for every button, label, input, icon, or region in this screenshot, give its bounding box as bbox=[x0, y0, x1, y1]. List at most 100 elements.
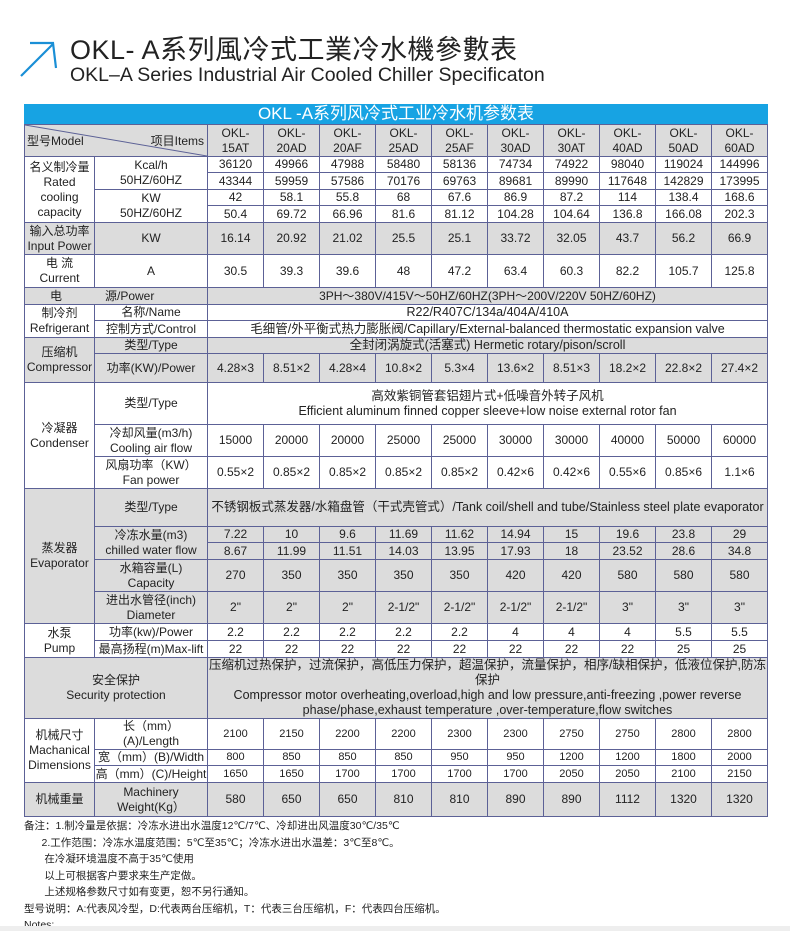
kcal-60hz-cell: 69763 bbox=[431, 172, 488, 190]
tank-capacity-cell: 580 bbox=[599, 559, 656, 592]
table-banner: OKL -A系列风冷式工业冷水机参数表 bbox=[24, 104, 768, 124]
current-cell: 30.5 bbox=[207, 254, 264, 288]
pipe-diameter-cell: 3" bbox=[599, 591, 656, 624]
model-header-cell: OKL- 25AF bbox=[431, 124, 488, 157]
table-row: 8.67 11.99 11.51 14.03 13.95 17.93 18 23.52 28.6… bbox=[25, 542, 768, 560]
pipe-diameter-cell: 2-1/2" bbox=[431, 591, 488, 624]
input-power-cell: 66.9 bbox=[711, 222, 768, 255]
input-power-cell: 56.2 bbox=[655, 222, 712, 255]
pump-power-label: 功率(kw)/Power bbox=[94, 623, 208, 641]
input-power-cell: 16.14 bbox=[207, 222, 264, 255]
length-cell: 2150 bbox=[263, 718, 320, 750]
length-cell: 2200 bbox=[375, 718, 432, 750]
note-line: 备注：1.制冷量是依据：冷冻水进出水温度12℃/7℃、冷却进出风温度30℃/35… bbox=[24, 820, 400, 832]
weight-cell: 1112 bbox=[599, 782, 656, 817]
input-power-cell: 25.1 bbox=[431, 222, 488, 255]
compressor-power-cell: 13.6×2 bbox=[487, 353, 544, 383]
max-lift-cell: 22 bbox=[263, 640, 320, 658]
fan-power-cell: 0.85×2 bbox=[319, 456, 376, 489]
fan-label: 风扇功率（KW） Fan power bbox=[94, 456, 208, 489]
chilled-water-60hz-cell: 13.95 bbox=[431, 542, 488, 560]
refrigerant-name-label: 名称/Name bbox=[94, 304, 208, 321]
height-cell: 2100 bbox=[655, 765, 712, 783]
power-supply-label-cn: 电 bbox=[49, 288, 62, 303]
pump-power-cell: 2.2 bbox=[263, 623, 320, 641]
table-row: 最高扬程(m)Max-lift 22 22 22 22 22 22 22 22 25 25 bbox=[25, 640, 768, 658]
fan-power-cell: 0.42×6 bbox=[543, 456, 600, 489]
max-lift-cell: 22 bbox=[599, 640, 656, 658]
kcal-50hz-cell: 58136 bbox=[431, 156, 488, 173]
max-lift-cell: 25 bbox=[655, 640, 712, 658]
table-row: 名义制冷量 Rated cooling capacity Kcal/h 50HZ/… bbox=[24, 156, 768, 223]
airflow-label: 冷却风量(m3/h) Cooling air flow bbox=[94, 424, 208, 457]
height-cell: 2050 bbox=[543, 765, 600, 783]
table-row: 控制方式/Control 毛细管/外平衡式热力膨胀阀/Capillary/Exte… bbox=[25, 320, 768, 338]
width-cell: 950 bbox=[431, 749, 488, 766]
table-row: 冷冻水量(m3) chilled water flow 7.22 10 9.6 11.6… bbox=[25, 526, 768, 560]
power-supply-label: 电 源/Power bbox=[24, 287, 208, 305]
airflow-cell: 60000 bbox=[711, 424, 768, 457]
security-label: 安全保护 Security protection bbox=[24, 657, 208, 719]
refrigerant-name-value: R22/R407C/134a/404A/410A bbox=[207, 304, 768, 321]
table-row: 43344 59959 57586 70176 69763 89681 89990 11764… bbox=[25, 172, 768, 190]
fan-power-cell: 0.85×2 bbox=[263, 456, 320, 489]
height-cell: 1650 bbox=[263, 765, 320, 783]
model-header-cell: OKL- 25AD bbox=[375, 124, 432, 157]
weight-cell: 890 bbox=[543, 782, 600, 817]
kw-60hz-cell: 81.6 bbox=[375, 205, 432, 223]
length-cell: 2100 bbox=[207, 718, 264, 750]
width-cell: 1200 bbox=[599, 749, 656, 766]
refrigerant-label: 制冷剂 Refrigerant bbox=[24, 304, 95, 338]
weight-cell: 1320 bbox=[711, 782, 768, 817]
table-row: 机械尺寸 Machanical Dimensions 长（mm）(A)/Lengt… bbox=[24, 718, 768, 783]
control-value: 毛细管/外平衡式热力膨胀阀/Capillary/External-balance… bbox=[207, 320, 768, 338]
table-row: 机械重量 Machinery Weight(Kg） 580 650 650 810 810 8… bbox=[24, 782, 768, 817]
table-row: 风扇功率（KW） Fan power 0.55×2 0.85×2 0.85×2 0.85… bbox=[25, 456, 768, 489]
evaporator-type-label: 类型/Type bbox=[94, 488, 208, 527]
tank-capacity-cell: 350 bbox=[263, 559, 320, 592]
weight-cell: 580 bbox=[207, 782, 264, 817]
chilled-water-60hz-cell: 34.8 bbox=[711, 542, 768, 560]
chilled-water-60hz-cell: 8.67 bbox=[207, 542, 264, 560]
weight-cell: 650 bbox=[319, 782, 376, 817]
chilled-water-60hz-cell: 11.99 bbox=[263, 542, 320, 560]
table-row: 宽（mm）(B)/Width 800 850 850 850 950 950 1200 1200… bbox=[25, 749, 768, 766]
model-header-cell: OKL- 30AD bbox=[487, 124, 544, 157]
chilled-water-60hz-cell: 23.52 bbox=[599, 542, 656, 560]
length-cell: 2300 bbox=[487, 718, 544, 750]
kw-60hz-cell: 69.72 bbox=[263, 205, 320, 223]
page-subtitle: OKL–A Series Industrial Air Cooled Chill… bbox=[70, 64, 545, 86]
kcal-50hz-cell: 74734 bbox=[487, 156, 544, 173]
max-lift-cell: 22 bbox=[319, 640, 376, 658]
pump-power-cell: 2.2 bbox=[207, 623, 264, 641]
table-row: 冷凝器 Condenser 类型/Type 高效紫铜管套铝翅片式+低噪音外转子风机 … bbox=[24, 382, 768, 489]
current-cell: 82.2 bbox=[599, 254, 656, 288]
kw-50hz-cell: 58.1 bbox=[263, 189, 320, 206]
kcal-60hz-cell: 43344 bbox=[207, 172, 264, 190]
max-lift-cell: 22 bbox=[207, 640, 264, 658]
items-heading: 项目Items bbox=[150, 134, 204, 148]
current-cell: 39.6 bbox=[319, 254, 376, 288]
chilled-water-60hz-cell: 11.51 bbox=[319, 542, 376, 560]
table-row: 制冷剂 Refrigerant 名称/Name R22/R407C/134a/404… bbox=[24, 304, 768, 338]
compressor-power-cell: 18.2×2 bbox=[599, 353, 656, 383]
length-cell: 2750 bbox=[543, 718, 600, 750]
tank-capacity-cell: 350 bbox=[319, 559, 376, 592]
current-cell: 48 bbox=[375, 254, 432, 288]
kcal-60hz-cell: 89990 bbox=[543, 172, 600, 190]
evaporator-type-value: 不锈钢板式蒸发器/水箱盘管（干式壳管式）/Tank coil/shell and… bbox=[207, 488, 768, 527]
pump-power-cell: 2.2 bbox=[375, 623, 432, 641]
pump-power-cell: 5.5 bbox=[655, 623, 712, 641]
chilled-water-50hz-cell: 10 bbox=[263, 526, 320, 543]
kw-60hz-cell: 104.28 bbox=[487, 205, 544, 223]
note-line: 在冷凝环境温度不高于35℃使用 bbox=[24, 853, 194, 865]
pipe-diameter-cell: 2-1/2" bbox=[375, 591, 432, 624]
weight-label: 机械重量 bbox=[24, 782, 95, 817]
height-cell: 2050 bbox=[599, 765, 656, 783]
pump-power-cell: 4 bbox=[599, 623, 656, 641]
height-cell: 1700 bbox=[319, 765, 376, 783]
airflow-cell: 30000 bbox=[487, 424, 544, 457]
pipe-diameter-cell: 3" bbox=[655, 591, 712, 624]
pipe-diameter-cell: 2-1/2" bbox=[487, 591, 544, 624]
kw-50hz-cell: 42 bbox=[207, 189, 264, 206]
